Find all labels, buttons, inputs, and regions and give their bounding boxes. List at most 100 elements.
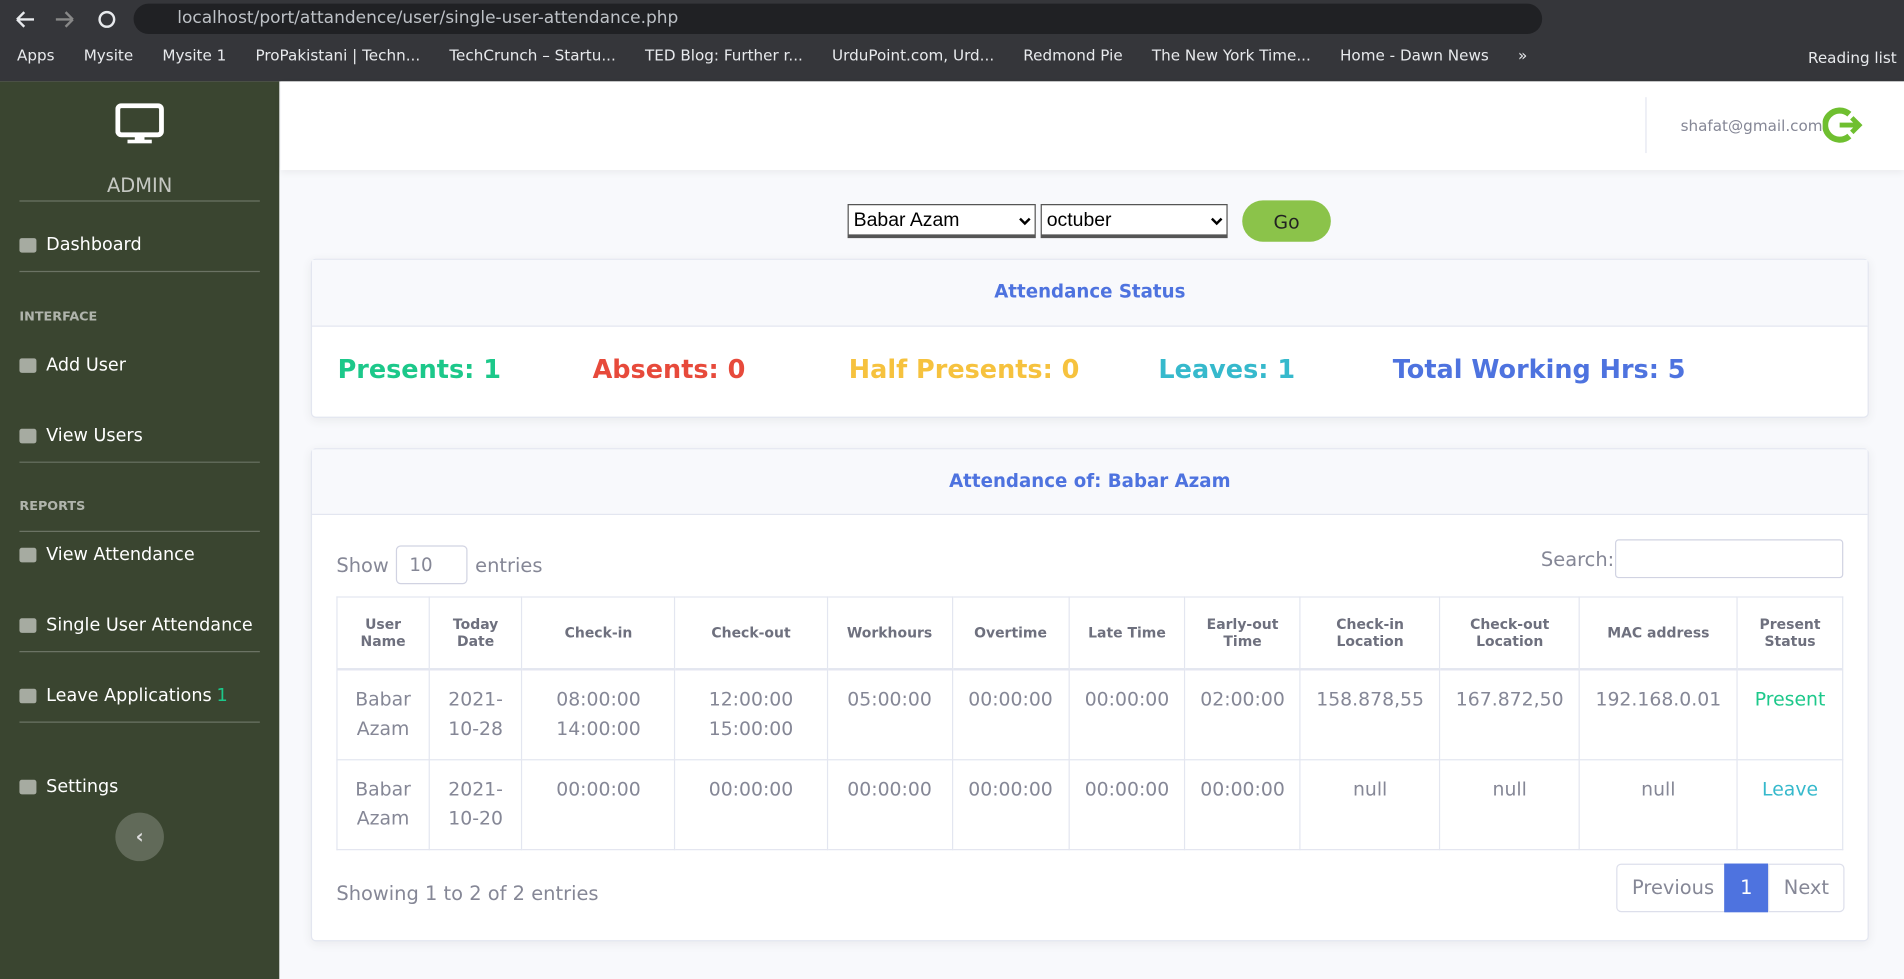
bookmark[interactable]: Apps: [17, 46, 55, 65]
menu-icon: [19, 688, 37, 704]
table-row: Babar Azam 2021-10-28 08:00:00 14:00:00 12:0…: [336, 668, 1844, 761]
divider: [19, 530, 260, 533]
length-control: Show 10 entries: [336, 545, 543, 585]
nav-icons: [16, 10, 116, 28]
column-header[interactable]: User Name: [336, 596, 430, 671]
cell: 00:00:00: [674, 759, 828, 851]
reading-list[interactable]: Reading list: [1807, 48, 1897, 67]
menu-label: Settings: [46, 777, 119, 797]
cell: 167.872,50: [1439, 668, 1580, 761]
divider: [19, 200, 260, 202]
length-select[interactable]: 10: [396, 545, 468, 585]
cell: 2021-10-20: [428, 759, 523, 851]
menu-icon: [19, 547, 37, 563]
bookmarks-bar: Apps Mysite Mysite 1 ProPakistani | Techn..…: [17, 46, 1556, 64]
bookmark[interactable]: The New York Time...: [1151, 46, 1311, 65]
column-header[interactable]: Check-in Location: [1299, 596, 1441, 671]
column-header[interactable]: MAC address: [1578, 596, 1739, 671]
bookmark[interactable]: Mysite 1: [162, 46, 227, 65]
cell: Babar Azam: [336, 759, 430, 851]
cell: 00:00:00: [1068, 668, 1186, 761]
menu-icon: [19, 428, 37, 444]
menu-item[interactable]: View Users: [19, 426, 143, 446]
bookmark[interactable]: Home - Dawn News: [1339, 46, 1489, 65]
bookmark[interactable]: ProPakistani | Techn...: [255, 46, 421, 65]
menu-icon: [19, 358, 37, 373]
bookmark[interactable]: »: [1517, 46, 1528, 65]
cell: null: [1578, 759, 1739, 851]
bookmark[interactable]: TED Blog: Further r...: [644, 46, 803, 65]
divider: [19, 721, 260, 723]
column-header[interactable]: Check-out: [674, 596, 828, 671]
menu-label: Leave Applications: [46, 686, 212, 706]
menu-label: Add User: [46, 355, 126, 376]
cell: 192.168.0.01: [1578, 668, 1739, 761]
browser-bar: localhost/port/attandence/user/single-us…: [0, 0, 1904, 82]
column-header[interactable]: Overtime: [951, 596, 1070, 671]
bookmark[interactable]: TechCrunch – Startu...: [449, 46, 616, 65]
menu-label: Single User Attendance: [46, 615, 253, 636]
go-button[interactable]: Go: [1242, 200, 1331, 242]
menu-label: View Users: [46, 426, 143, 446]
attendance-table: User Name Today Date Check-in Check-out Work…: [336, 596, 1844, 851]
divider: [19, 651, 260, 653]
column-header[interactable]: Check-out Location: [1439, 596, 1580, 671]
stat-half: Half Presents: 0: [848, 354, 1080, 384]
next-button[interactable]: Next: [1768, 863, 1845, 913]
stat-leaves: Leaves: 1: [1158, 354, 1296, 384]
menu-item[interactable]: Dashboard: [19, 235, 142, 256]
page-button[interactable]: 1: [1724, 863, 1769, 913]
stat-hours: Total Working Hrs: 5: [1392, 354, 1686, 384]
cell: 00:00:00: [521, 759, 676, 851]
user-email[interactable]: shafat@gmail.com: [1680, 116, 1823, 135]
logo-icon: [115, 103, 164, 144]
cell: 158.878,55: [1299, 668, 1441, 761]
menu-icon: [19, 779, 37, 795]
column-header[interactable]: Present Status: [1736, 596, 1844, 671]
cell: Leave: [1736, 759, 1844, 851]
month-select[interactable]: octuber: [1040, 204, 1228, 239]
cell-line: 15:00:00: [708, 717, 794, 740]
column-header[interactable]: Today Date: [428, 596, 523, 671]
column-header[interactable]: Early-out Time: [1184, 596, 1301, 671]
menu-item[interactable]: Add User: [19, 356, 126, 375]
label: Show: [336, 553, 389, 577]
collapse-button[interactable]: ‹: [115, 812, 164, 862]
label: entries: [475, 553, 543, 577]
cell: 00:00:00: [1184, 759, 1301, 851]
user-select[interactable]: Babar Azam: [847, 204, 1036, 239]
card-title: Attendance Status: [312, 259, 1868, 327]
table-row: Babar Azam 2021-10-20 00:00:00 00:00:00 00:0…: [336, 759, 1844, 851]
cell: 02:00:00: [1184, 668, 1301, 761]
cell: 2021-10-28: [428, 668, 523, 761]
prev-button[interactable]: Previous: [1616, 863, 1730, 913]
brand: ADMIN: [106, 173, 173, 197]
search-input[interactable]: [1615, 539, 1844, 579]
bookmark[interactable]: Mysite: [83, 46, 134, 65]
cell-line: 00:00:00: [556, 778, 641, 801]
cell-line: 14:00:00: [556, 717, 641, 740]
cell: 00:00:00: [951, 668, 1070, 761]
bookmark[interactable]: UrduPoint.com, Urd...: [832, 46, 995, 65]
menu-label: Dashboard: [46, 235, 142, 256]
cell-line: 12:00:00: [708, 688, 794, 711]
card-title: Attendance of: Babar Azam: [312, 449, 1868, 516]
menu-item[interactable]: Settings: [19, 777, 119, 797]
column-header[interactable]: Check-in: [521, 596, 676, 671]
column-header[interactable]: Late Time: [1068, 596, 1186, 671]
menu-item[interactable]: View Attendance: [19, 545, 195, 565]
address-bar[interactable]: localhost/port/attandence/user/single-us…: [133, 3, 1543, 35]
menu-item[interactable]: Leave Applications 1: [19, 686, 228, 706]
badge: 1: [216, 686, 228, 706]
menu-heading: REPORTS: [19, 499, 86, 514]
logout-icon[interactable]: [1822, 106, 1864, 145]
cell-line: 00:00:00: [708, 778, 794, 801]
divider: [19, 270, 260, 273]
column-header[interactable]: Workhours: [826, 596, 953, 671]
menu-icon: [19, 618, 37, 633]
menu-item[interactable]: Single User Attendance: [19, 615, 253, 636]
cell: null: [1439, 759, 1580, 851]
bookmark[interactable]: Redmond Pie: [1023, 46, 1123, 65]
